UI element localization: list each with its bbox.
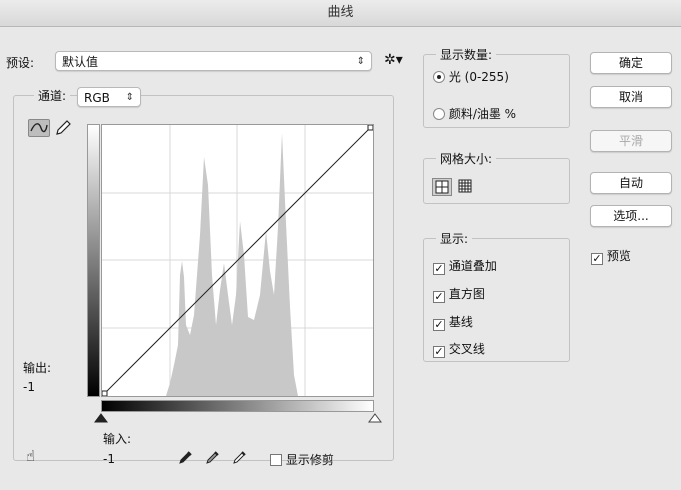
preview-checkbox[interactable]: ✓ 预览 bbox=[591, 247, 631, 265]
radio-light[interactable]: 光 (0-255) bbox=[433, 68, 509, 85]
radio-pigment[interactable]: 颜料/油墨 % bbox=[433, 105, 516, 122]
simple-grid-icon[interactable] bbox=[432, 178, 452, 196]
updown-arrows-icon: ⇕ bbox=[356, 56, 365, 67]
channel-value: RGB bbox=[84, 91, 110, 105]
show-clipping-box[interactable] bbox=[270, 454, 282, 466]
channel-overlay-label: 通道叠加 bbox=[448, 259, 497, 273]
smooth-button[interactable]: 平滑 bbox=[590, 130, 672, 152]
curve-point-black bbox=[102, 390, 108, 396]
options-button[interactable]: 选项... bbox=[590, 205, 672, 227]
black-point-slider-icon[interactable] bbox=[94, 413, 108, 423]
histogram bbox=[166, 133, 298, 396]
input-label: 输入: bbox=[103, 432, 132, 446]
radio-light-button[interactable] bbox=[433, 71, 445, 83]
show-amount-group bbox=[423, 54, 570, 128]
show-clipping-label: 显示修剪 bbox=[285, 453, 334, 467]
channel-label: 通道: bbox=[34, 87, 71, 104]
show-amount-title: 显示数量: bbox=[436, 46, 497, 63]
black-eyedropper-icon[interactable] bbox=[178, 449, 194, 465]
output-label: 输出: bbox=[23, 361, 52, 375]
target-adjustment-hand-icon[interactable]: ☝ bbox=[26, 447, 36, 465]
curve-line bbox=[103, 126, 372, 395]
output-gradient bbox=[87, 124, 100, 397]
channel-select[interactable]: RGB ⇕ bbox=[77, 87, 141, 107]
white-point-slider-icon[interactable] bbox=[368, 413, 382, 423]
preset-label: 预设: bbox=[6, 56, 35, 70]
detailed-grid-icon[interactable] bbox=[456, 178, 476, 196]
input-gradient bbox=[101, 400, 374, 412]
intersection-line-checkbox[interactable]: ✓ 交叉线 bbox=[433, 340, 485, 358]
preset-select[interactable]: 默认值 ⇕ bbox=[55, 51, 372, 71]
preview-label: 预览 bbox=[606, 249, 631, 263]
radio-pigment-label: 颜料/油墨 % bbox=[448, 107, 517, 121]
input-value: -1 bbox=[103, 452, 115, 466]
histogram-box[interactable]: ✓ bbox=[433, 290, 445, 303]
curve-graph[interactable] bbox=[101, 124, 374, 397]
cancel-button[interactable]: 取消 bbox=[590, 86, 672, 108]
baseline-box[interactable]: ✓ bbox=[433, 318, 445, 331]
auto-button[interactable]: 自动 bbox=[590, 172, 672, 194]
baseline-label: 基线 bbox=[448, 315, 473, 329]
preview-box[interactable]: ✓ bbox=[591, 252, 603, 265]
histogram-checkbox[interactable]: ✓ 直方图 bbox=[433, 285, 485, 303]
updown-arrows-icon: ⇕ bbox=[125, 92, 134, 103]
radio-light-label: 光 (0-255) bbox=[448, 70, 509, 84]
intersection-line-box[interactable]: ✓ bbox=[433, 345, 445, 358]
grid-size-group bbox=[423, 158, 570, 204]
curve-point-tool-icon[interactable] bbox=[28, 119, 50, 137]
ok-button[interactable]: 确定 bbox=[590, 52, 672, 74]
curve-point-white bbox=[367, 125, 373, 131]
histogram-label: 直方图 bbox=[448, 287, 485, 301]
grid-size-title: 网格大小: bbox=[436, 150, 497, 167]
preset-value: 默认值 bbox=[62, 55, 99, 69]
display-group bbox=[423, 238, 570, 362]
gear-menu-icon[interactable]: ✲▾ bbox=[384, 52, 403, 68]
output-value: -1 bbox=[23, 380, 35, 394]
gray-eyedropper-icon[interactable] bbox=[205, 449, 221, 465]
curves-group bbox=[13, 95, 394, 461]
intersection-line-label: 交叉线 bbox=[448, 342, 485, 356]
radio-pigment-button[interactable] bbox=[433, 108, 445, 120]
pencil-icon[interactable] bbox=[54, 119, 76, 137]
show-clipping-checkbox[interactable]: 显示修剪 bbox=[270, 451, 334, 468]
baseline-checkbox[interactable]: ✓ 基线 bbox=[433, 313, 473, 331]
window-title: 曲线 bbox=[0, 0, 681, 27]
channel-overlay-box[interactable]: ✓ bbox=[433, 262, 445, 275]
display-title: 显示: bbox=[436, 230, 473, 247]
channel-overlay-checkbox[interactable]: ✓ 通道叠加 bbox=[433, 257, 497, 275]
white-eyedropper-icon[interactable] bbox=[232, 449, 248, 465]
